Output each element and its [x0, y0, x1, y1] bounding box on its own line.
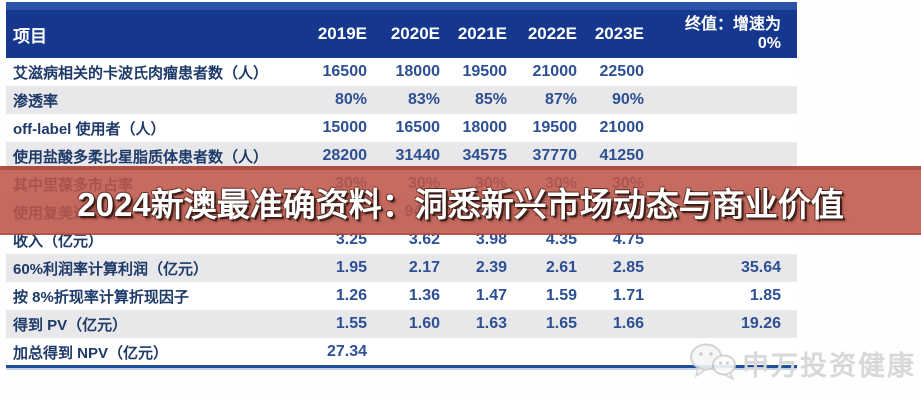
cell-2022e: 4.35	[545, 231, 577, 248]
cell-2019e: 1.55	[335, 315, 367, 332]
cell-2023e: 1.66	[612, 315, 644, 332]
promo-banner-overlay: 2024新澳最准确资料：洞悉新兴市场动态与商业价值	[0, 166, 921, 235]
cell-2019e: 3.25	[335, 231, 367, 248]
cell-2023e: 1.71	[612, 287, 644, 304]
table-bottom-border	[6, 365, 797, 368]
cell-2021e: 18000	[462, 119, 508, 136]
cell-2020e: 18000	[395, 63, 441, 80]
column-header-2022e: 2022E	[527, 24, 577, 43]
cell-2021e: 1.47	[475, 287, 507, 304]
column-header-2020e: 2020E	[390, 24, 440, 43]
cell-2019e: 1.95	[335, 259, 367, 276]
row-label: 得到 PV（亿元）	[13, 316, 128, 334]
table-header-row: 项目 2019E 2020E 2021E 2022E 2023E 终值：增速为 …	[6, 2, 797, 58]
table-row: 使用盐酸多柔比星脂质体患者数（人） 28200 31440 34575 3777…	[6, 142, 797, 170]
cell-2020e: 16500	[395, 119, 441, 136]
cell-2021e: 3.98	[475, 231, 507, 248]
cell-2021e: 1.63	[475, 315, 507, 332]
cell-2021e: 19500	[462, 63, 508, 80]
column-header-2021e: 2021E	[457, 24, 507, 43]
cell-2023e: 22500	[599, 63, 645, 80]
cell-2021e: 85%	[474, 91, 507, 108]
column-header-2023e: 2023E	[594, 24, 644, 43]
table-row: 得到 PV（亿元） 1.55 1.60 1.63 1.65 1.66 19.26	[6, 310, 797, 338]
cell-2020e: 1.60	[408, 315, 440, 332]
watermark: 申万投资健康	[686, 341, 916, 386]
column-header-project: 项目	[13, 26, 47, 46]
cell-terminal: 1.85	[749, 287, 781, 304]
cell-2023e: 90%	[611, 91, 644, 108]
cell-2020e: 83%	[407, 91, 440, 108]
cell-2022e: 87%	[544, 91, 577, 108]
cell-2020e: 3.62	[408, 231, 440, 248]
row-label: 艾滋病相关的卡波氏肉瘤患者数（人）	[13, 64, 269, 82]
row-label: 渗透率	[13, 92, 59, 110]
cell-2023e: 2.85	[612, 259, 644, 276]
cell-2022e: 21000	[532, 63, 578, 80]
table-row: 渗透率 80% 83% 85% 87% 90%	[6, 86, 797, 114]
terminal-header-line2: 0%	[757, 35, 781, 52]
cell-2023e: 4.75	[612, 231, 644, 248]
cell-terminal: 19.26	[740, 315, 781, 332]
cell-2020e: 31440	[395, 147, 441, 164]
terminal-header-line1: 终值：增速为	[684, 16, 781, 33]
cell-2022e: 1.59	[545, 287, 577, 304]
cell-2022e: 1.65	[545, 315, 577, 332]
cell-2021e: 34575	[462, 147, 508, 164]
table-row: 艾滋病相关的卡波氏肉瘤患者数（人） 16500 18000 19500 2100…	[6, 58, 797, 86]
cell-2022e: 2.61	[545, 259, 577, 276]
cell-2019e: 15000	[322, 119, 368, 136]
cell-2021e: 2.39	[475, 259, 507, 276]
cell-2023e: 21000	[599, 119, 645, 136]
table-row: 加总得到 NPV（亿元） 27.34	[6, 338, 797, 366]
table-row: off-label 使用者（人） 15000 16500 18000 19500…	[6, 114, 797, 142]
wechat-icon	[686, 341, 738, 386]
cell-2019e: 16500	[322, 63, 368, 80]
cell-2019e: 1.26	[335, 287, 367, 304]
cell-2020e: 2.17	[408, 259, 440, 276]
cell-2019e: 28200	[322, 147, 368, 164]
cell-2022e: 37770	[532, 147, 578, 164]
cell-2023e: 41250	[599, 147, 645, 164]
watermark-text: 申万投资健康	[742, 351, 916, 381]
column-header-terminal: 终值：增速为 0%	[649, 15, 790, 53]
cell-2019e: 27.34	[326, 343, 367, 360]
column-header-2019e: 2019E	[317, 24, 367, 43]
cell-2020e: 1.36	[408, 287, 440, 304]
cell-2022e: 19500	[532, 119, 578, 136]
row-label: 60%利润率计算利润（亿元）	[13, 260, 209, 278]
row-label: off-label 使用者（人）	[13, 120, 166, 138]
row-label: 加总得到 NPV（亿元）	[13, 344, 169, 362]
row-label: 按 8%折现率计算折现因子	[13, 288, 189, 306]
cell-terminal: 35.64	[740, 259, 781, 276]
row-label: 收入（亿元）	[13, 232, 104, 250]
row-label: 使用盐酸多柔比星脂质体患者数（人）	[13, 148, 269, 166]
cell-2019e: 80%	[334, 91, 367, 108]
table-row: 按 8%折现率计算折现因子 1.26 1.36 1.47 1.59 1.71 1…	[6, 282, 797, 310]
table-row: 60%利润率计算利润（亿元） 1.95 2.17 2.39 2.61 2.85 …	[6, 254, 797, 282]
promo-banner-text: 2024新澳最准确资料：洞悉新兴市场动态与商业价值	[77, 185, 844, 223]
